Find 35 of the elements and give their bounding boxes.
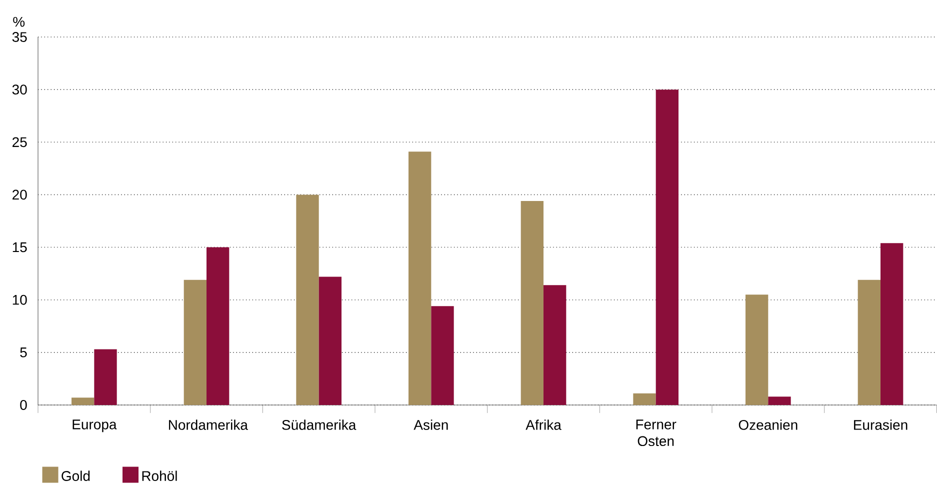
bar: [768, 396, 791, 405]
legend-label: Gold: [62, 470, 90, 481]
x-tick-label: Europa: [72, 420, 117, 432]
y-tick-label: 0: [20, 400, 27, 410]
y-tick-label: 10: [12, 294, 27, 305]
y-tick-label: 20: [12, 190, 27, 200]
x-tick-label: Südamerika: [282, 420, 356, 430]
bar: [633, 393, 656, 405]
x-tick-label: Eurasien: [854, 420, 908, 430]
bar: [880, 243, 904, 405]
bar: [858, 280, 880, 405]
y-tick-label: 30: [12, 84, 27, 95]
x-tick-label: Nordamerika: [168, 420, 248, 430]
y-tick-label: 35: [12, 32, 27, 42]
bar: [656, 90, 679, 405]
bar: [72, 398, 94, 405]
x-tick-label: Asien: [414, 420, 448, 430]
bar: [544, 285, 566, 405]
bar: [206, 247, 230, 405]
bar: [746, 294, 768, 405]
bar: [408, 152, 432, 405]
bar: [431, 306, 454, 405]
bar: [296, 194, 319, 405]
y-axis-title: %: [13, 16, 25, 27]
bar: [520, 201, 544, 405]
bar: [318, 276, 342, 405]
bar: [184, 280, 207, 405]
y-tick-label: 5: [20, 348, 27, 358]
x-tick-label: Afrika: [526, 420, 562, 430]
legend-label: Rohöl: [142, 470, 177, 481]
bar: [94, 349, 117, 405]
x-tick-label: Ozeanien: [738, 420, 798, 430]
y-tick-label: 25: [12, 137, 27, 148]
y-tick-label: 15: [12, 242, 27, 252]
x-tick-label: Ferner Osten: [636, 420, 676, 446]
